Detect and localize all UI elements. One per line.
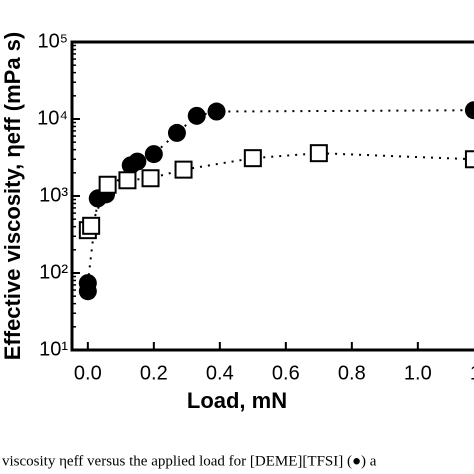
x-tick-label: 0.0 xyxy=(74,362,102,384)
series-line xyxy=(87,152,474,231)
point xyxy=(98,175,117,194)
point xyxy=(82,216,101,235)
y-tick-label: 10² xyxy=(39,261,68,283)
point xyxy=(128,152,147,171)
y-tick-label: 10⁴ xyxy=(37,107,68,129)
y-tick-label: 10⁵ xyxy=(37,30,68,52)
point xyxy=(118,171,137,190)
series-line xyxy=(86,109,474,292)
x-tick-label: 0.2 xyxy=(140,362,168,384)
plot-frame xyxy=(70,40,474,352)
point xyxy=(309,144,328,163)
x-axis-title: Load, mN xyxy=(187,388,287,413)
point xyxy=(174,160,193,179)
y-axis-title: Effective viscosity, ηeff (mPa s) xyxy=(0,32,25,361)
y-tick-label: 10¹ xyxy=(39,338,68,360)
point xyxy=(141,169,160,188)
x-tick-label: 1.2 xyxy=(470,362,474,384)
point xyxy=(144,145,163,164)
point xyxy=(464,101,474,120)
point xyxy=(78,274,97,293)
point xyxy=(243,149,262,168)
point xyxy=(464,150,474,169)
x-tick-label: 0.8 xyxy=(338,362,366,384)
point xyxy=(187,106,206,125)
x-tick-label: 0.6 xyxy=(272,362,300,384)
y-tick-label: 10³ xyxy=(39,184,68,206)
caption: viscosity ηeff versus the applied load f… xyxy=(2,453,377,469)
point xyxy=(207,102,226,121)
x-tick-label: 1.0 xyxy=(404,362,432,384)
x-tick-label: 0.4 xyxy=(206,362,234,384)
point xyxy=(167,123,186,142)
